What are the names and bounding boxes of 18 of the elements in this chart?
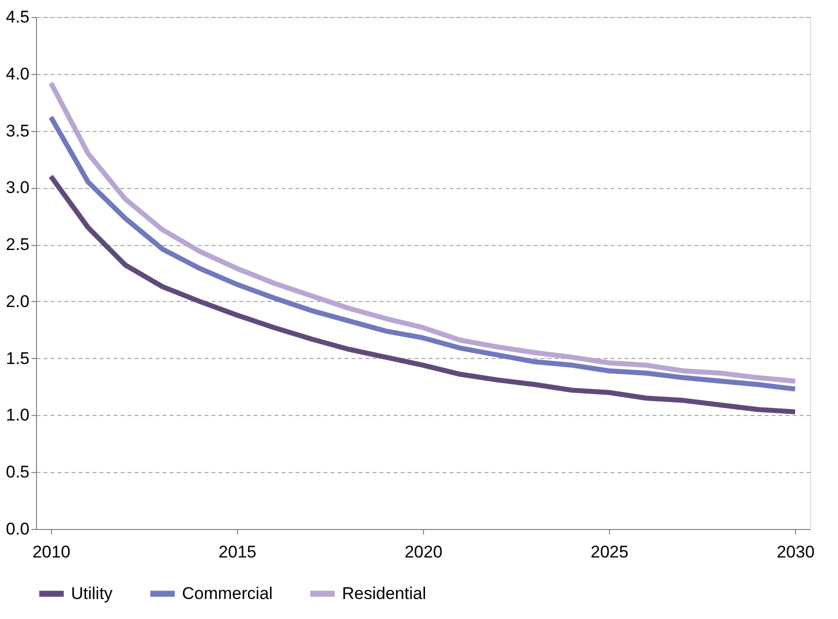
y-tick-label: 3.5 [6, 121, 30, 140]
x-tick-label: 2020 [404, 542, 442, 562]
legend-label: Utility [71, 584, 114, 603]
y-tick-label: 1.0 [6, 406, 30, 425]
x-tick-label: 2015 [218, 542, 256, 562]
y-tick-label: 4.5 [6, 8, 30, 26]
y-tick-label: 1.5 [6, 348, 30, 368]
y-tick-label: 4.0 [6, 64, 30, 84]
y-tick-label: 2.0 [6, 292, 30, 311]
legend-label: Residential [342, 584, 426, 603]
legend-label: Commercial [182, 584, 273, 603]
x-tick-label: 2030 [776, 542, 815, 562]
y-tick-label: 2.5 [6, 235, 30, 254]
x-tick-label: 2010 [32, 542, 70, 562]
y-tick-label: 0.5 [6, 462, 30, 482]
y-tick-label: 0.0 [6, 520, 30, 538]
x-tick-label: 2025 [590, 542, 628, 562]
y-tick-label: 3.0 [6, 178, 30, 198]
